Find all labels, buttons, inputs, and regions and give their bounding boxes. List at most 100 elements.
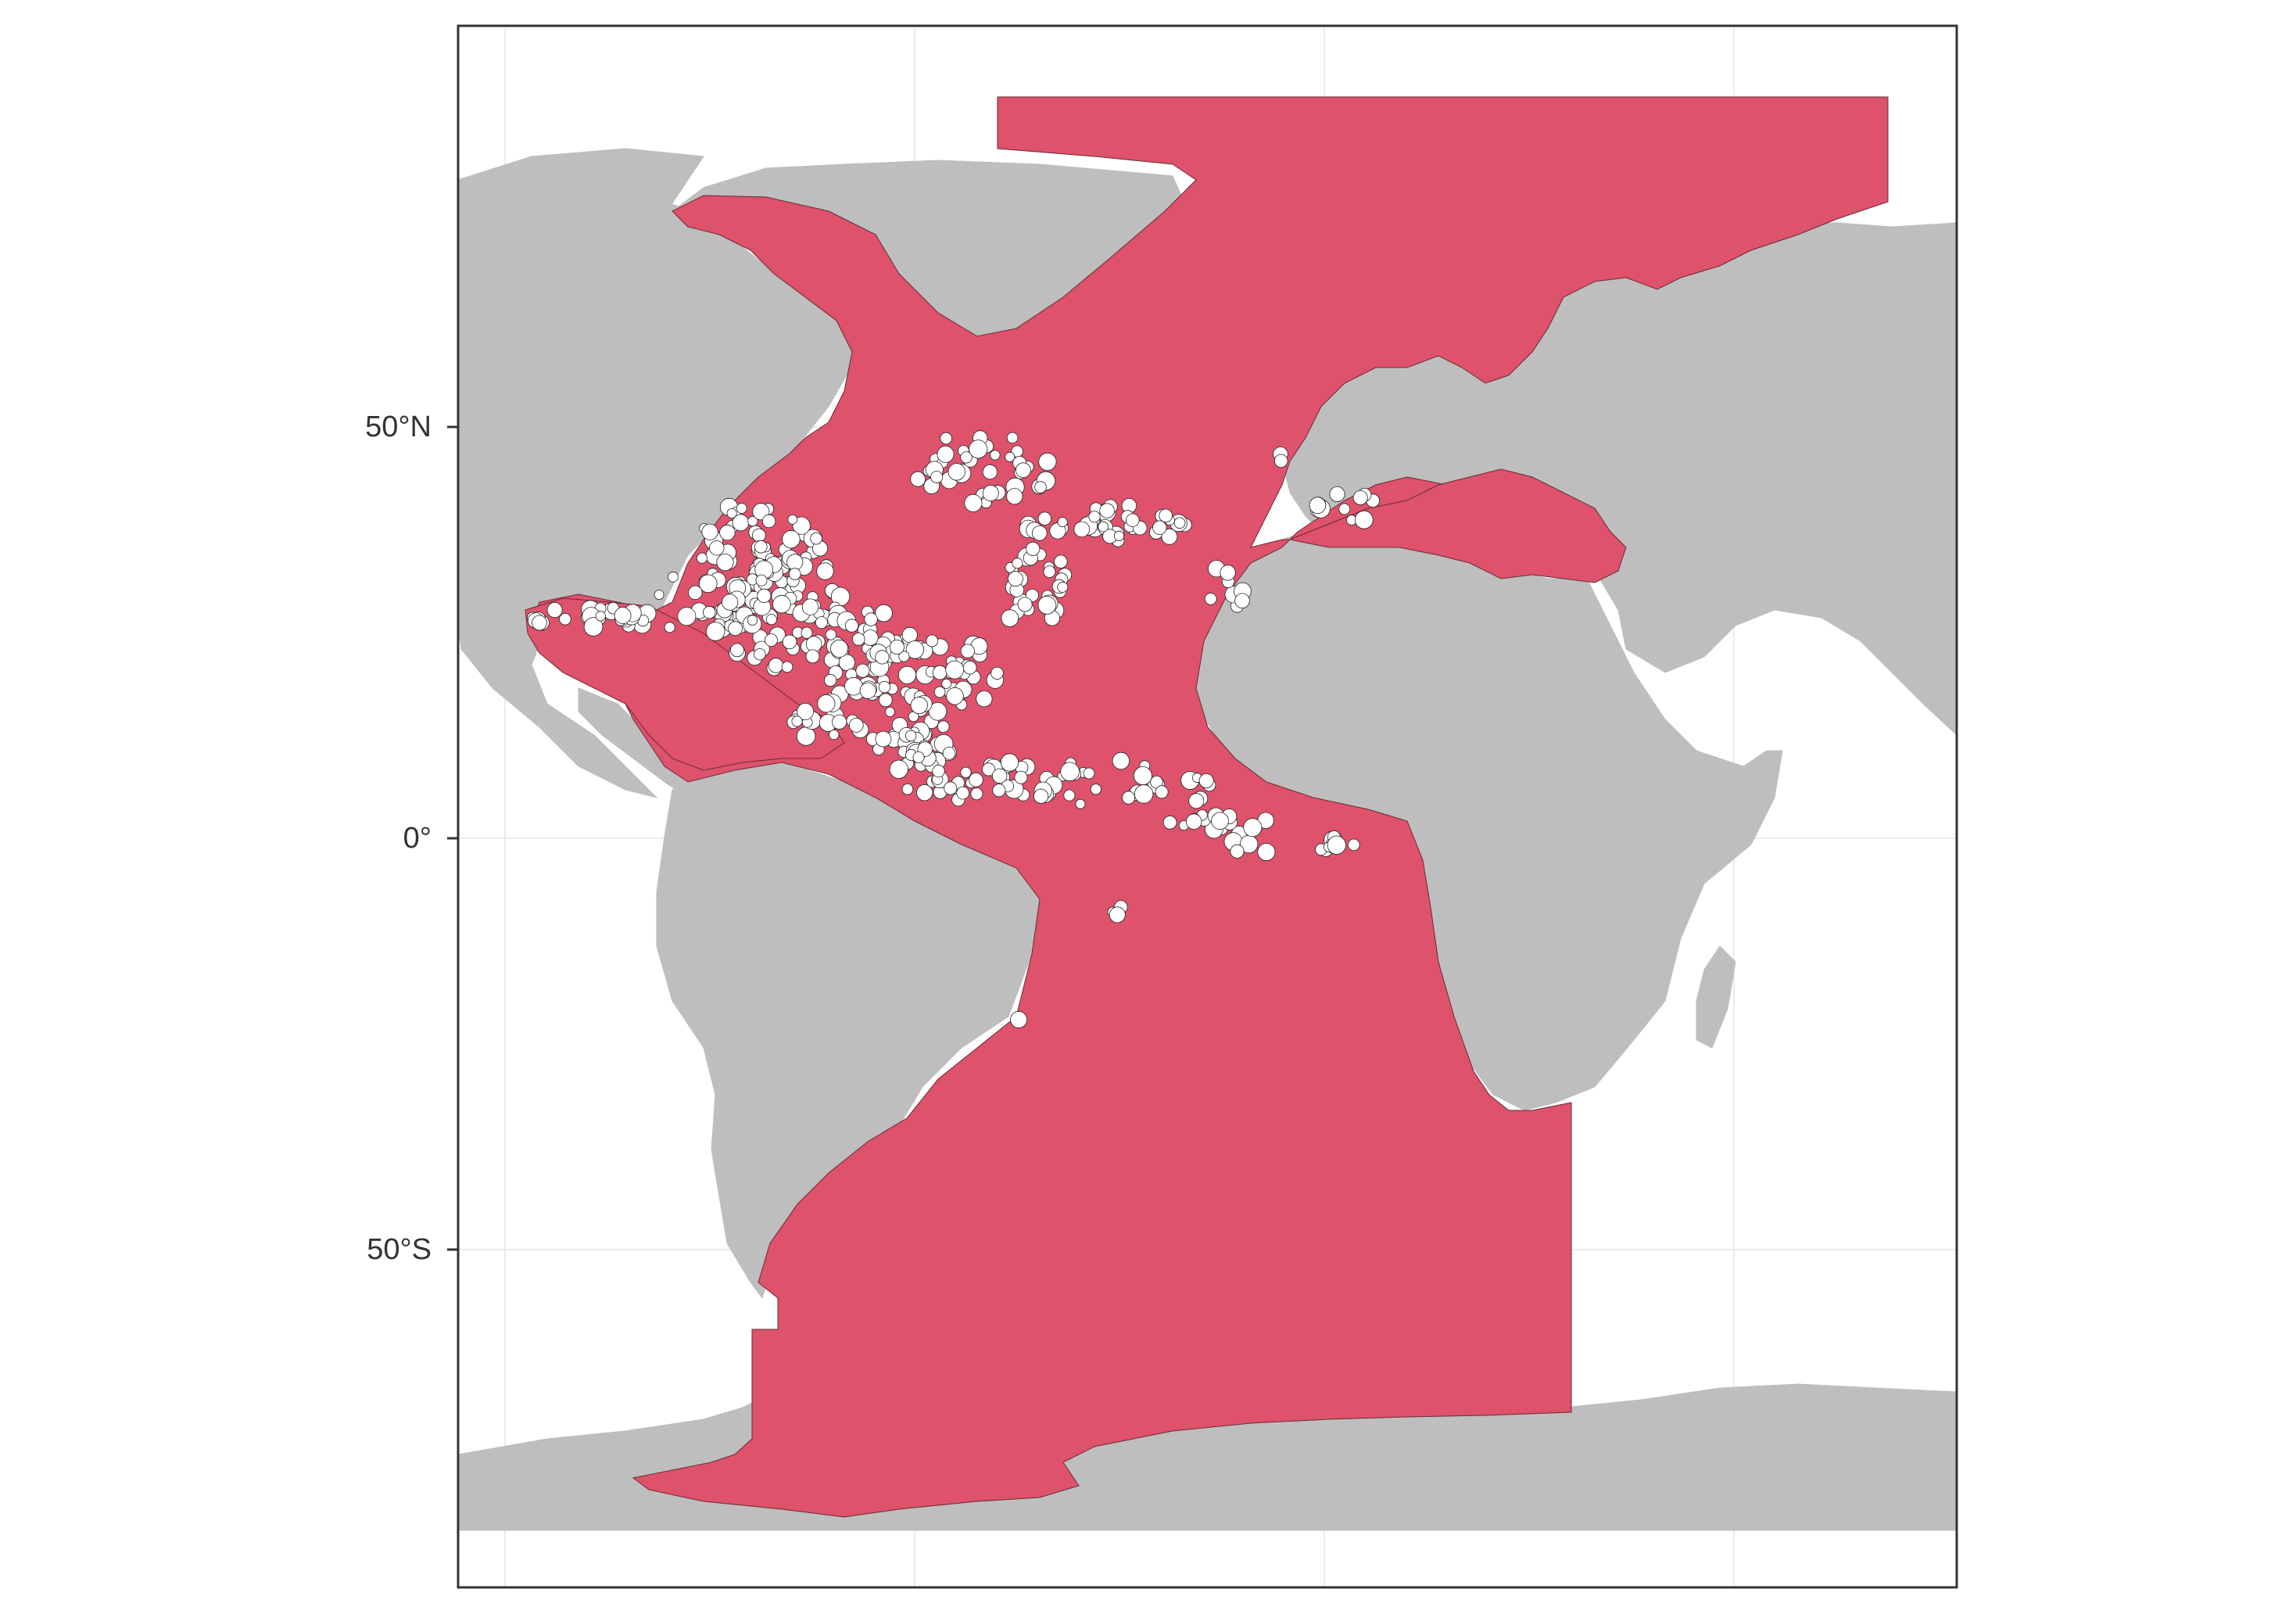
occurrence-point xyxy=(1038,452,1057,472)
occurrence-point xyxy=(1060,762,1080,782)
occurrence-point xyxy=(970,787,983,801)
occurrence-point xyxy=(719,524,736,541)
occurrence-point xyxy=(878,693,893,708)
occurrence-points xyxy=(527,430,1380,1028)
occurrence-point xyxy=(752,528,766,543)
occurrence-point xyxy=(889,759,908,779)
occurrence-point xyxy=(885,707,895,717)
occurrence-point xyxy=(1220,565,1236,581)
occurrence-point xyxy=(761,514,776,529)
y-tick-label-50s: 50°S xyxy=(367,1233,432,1266)
occurrence-point xyxy=(928,701,947,721)
occurrence-point xyxy=(932,665,947,680)
occurrence-point xyxy=(1010,1010,1028,1028)
occurrence-point xyxy=(901,626,918,644)
occurrence-point xyxy=(1159,508,1173,523)
occurrence-point xyxy=(1026,541,1041,557)
occurrence-point xyxy=(1017,597,1033,612)
y-tick-label-50n: 50°N xyxy=(365,411,432,443)
occurrence-point xyxy=(829,729,840,741)
occurrence-point xyxy=(960,451,972,464)
occurrence-point xyxy=(848,718,864,733)
occurrence-point xyxy=(1173,517,1186,529)
occurrence-point xyxy=(910,471,926,487)
occurrence-point xyxy=(1134,784,1154,804)
occurrence-point xyxy=(956,786,970,800)
occurrence-point xyxy=(1012,558,1023,569)
occurrence-point xyxy=(930,471,944,484)
occurrence-point xyxy=(1090,784,1101,795)
occurrence-point xyxy=(905,640,925,659)
occurrence-point xyxy=(805,636,822,652)
occurrence-point xyxy=(1348,838,1360,852)
occurrence-point xyxy=(1152,520,1167,536)
occurrence-point xyxy=(786,554,804,571)
occurrence-point xyxy=(1006,488,1023,505)
occurrence-point xyxy=(832,714,847,730)
occurrence-point xyxy=(982,485,999,502)
occurrence-point xyxy=(1257,843,1276,862)
occurrence-point xyxy=(844,619,859,633)
occurrence-point xyxy=(772,594,791,614)
occurrence-point xyxy=(830,639,849,658)
occurrence-point xyxy=(805,649,820,664)
occurrence-point xyxy=(946,687,964,705)
occurrence-point xyxy=(1161,528,1178,545)
occurrence-point xyxy=(1234,593,1250,609)
occurrence-point xyxy=(736,503,747,514)
madagascar-landmass xyxy=(1696,945,1736,1049)
occurrence-point xyxy=(904,730,917,742)
occurrence-point xyxy=(797,703,815,721)
occurrence-point xyxy=(1033,788,1049,804)
occurrence-point xyxy=(696,552,707,564)
occurrence-point xyxy=(982,464,998,480)
occurrence-point xyxy=(940,432,952,445)
occurrence-point xyxy=(964,493,983,513)
occurrence-point xyxy=(824,673,837,687)
occurrence-point xyxy=(937,445,955,463)
occurrence-point xyxy=(889,640,904,655)
occurrence-point xyxy=(698,574,718,594)
occurrence-point xyxy=(559,612,571,626)
occurrence-point xyxy=(1098,521,1109,533)
occurrence-point xyxy=(1032,525,1048,541)
occurrence-point xyxy=(878,680,891,694)
occurrence-point xyxy=(1088,511,1101,523)
occurrence-point xyxy=(1073,521,1091,538)
study-area-gulf-caribbean xyxy=(525,597,845,771)
occurrence-point xyxy=(782,529,801,549)
occurrence-point xyxy=(897,665,917,684)
occurrence-point xyxy=(855,663,870,678)
occurrence-point xyxy=(1338,503,1351,515)
occurrence-point xyxy=(787,515,798,525)
occurrence-point xyxy=(1329,486,1345,503)
occurrence-point xyxy=(945,660,965,680)
panel-border xyxy=(457,24,1958,1589)
occurrence-point xyxy=(801,598,819,615)
occurrence-point xyxy=(668,571,679,583)
occurrence-point xyxy=(1037,511,1052,525)
occurrence-point xyxy=(664,622,675,633)
occurrence-point xyxy=(730,643,744,658)
occurrence-point xyxy=(1230,844,1245,859)
study-area-atlantic xyxy=(531,96,1889,1518)
occurrence-point xyxy=(754,540,768,554)
occurrence-point xyxy=(969,772,983,787)
occurrence-point xyxy=(932,764,945,778)
occurrence-point xyxy=(1075,798,1086,809)
occurrence-point xyxy=(875,650,890,665)
occurrence-point xyxy=(875,730,892,748)
occurrence-point xyxy=(960,766,972,778)
occurrence-point xyxy=(916,784,933,802)
occurrence-point xyxy=(1006,432,1019,444)
occurrence-point xyxy=(796,726,816,746)
occurrence-point xyxy=(844,676,863,696)
occurrence-point xyxy=(782,634,797,650)
occurrence-point xyxy=(941,678,952,689)
occurrence-point xyxy=(1054,554,1068,568)
occurrence-point xyxy=(1211,812,1229,830)
occurrence-point xyxy=(875,604,893,622)
occurrence-point xyxy=(815,616,828,629)
occurrence-point xyxy=(1099,503,1115,518)
